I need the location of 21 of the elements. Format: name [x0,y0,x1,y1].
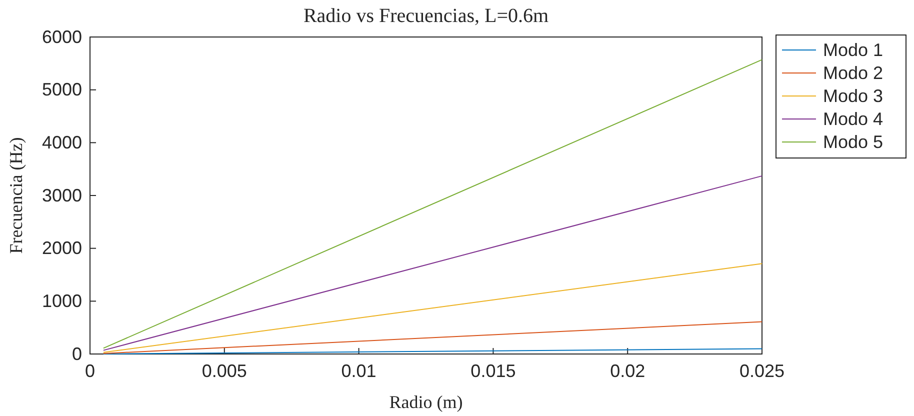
chart-title: Radio vs Frecuencias, L=0.6m [303,5,549,27]
x-tick-label: 0.015 [470,360,516,381]
y-tick-label: 6000 [42,26,82,47]
legend-label: Modo 1 [823,40,884,60]
y-tick-label: 0 [72,344,82,364]
y-tick-label: 3000 [42,185,82,206]
x-tick-label: 0 [84,360,96,381]
legend-label: Modo 3 [823,86,884,106]
legend-label: Modo 2 [823,63,884,83]
x-tick-label: 0.02 [610,360,646,381]
x-tick-label: 0.01 [341,360,376,381]
legend-label: Modo 4 [823,109,884,129]
y-axis-title: Frecuencia (Hz) [6,137,26,254]
x-tick-label: 0.005 [202,360,247,381]
x-tick-label: 0.025 [739,360,785,381]
y-tick-label: 4000 [42,132,82,152]
legend-label: Modo 5 [823,132,884,152]
y-tick-label: 1000 [42,290,82,311]
x-axis-title: Radio (m) [389,392,463,412]
y-tick-label: 2000 [42,238,82,258]
y-tick-label: 5000 [42,80,82,100]
